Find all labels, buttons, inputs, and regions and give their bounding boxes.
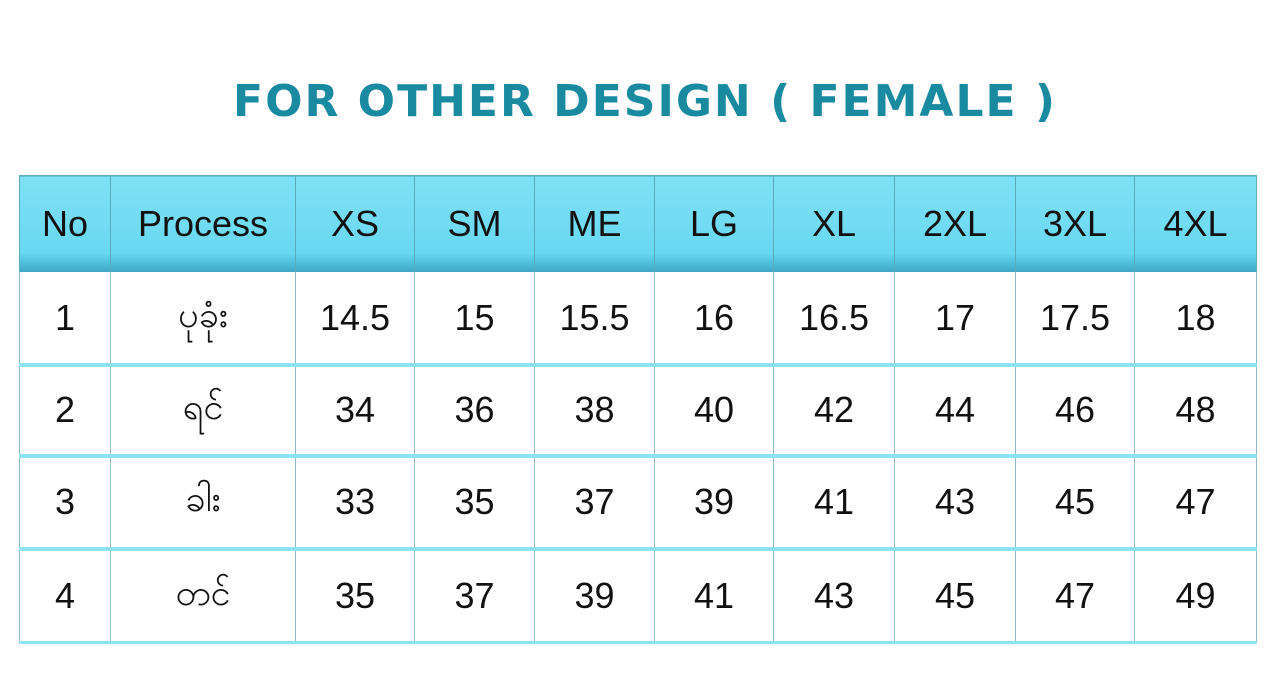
header-size-2xl: 2XL	[894, 175, 1016, 272]
size-value: 16	[654, 272, 774, 367]
row-number: 3	[19, 455, 111, 551]
size-value: 47	[1134, 455, 1257, 551]
row-number: 1	[19, 272, 111, 367]
size-value: 40	[654, 365, 774, 458]
page-title: FOR OTHER DESIGN ( FEMALE )	[233, 76, 1057, 127]
size-value: 15.5	[534, 272, 655, 367]
row-number: 2	[19, 365, 111, 458]
size-value: 42	[773, 365, 895, 458]
size-value: 18	[1134, 272, 1257, 367]
size-value: 33	[295, 455, 415, 551]
size-value: 46	[1015, 365, 1135, 458]
size-value: 43	[894, 455, 1016, 551]
size-chart-table: No Process XS SM ME LG XL 2XL 3XL 4XL 1 …	[19, 175, 1257, 644]
row-number: 4	[19, 548, 111, 644]
size-value: 16.5	[773, 272, 895, 367]
header-no: No	[19, 175, 111, 272]
size-value: 37	[414, 548, 535, 644]
size-value: 14.5	[295, 272, 415, 367]
size-value: 47	[1015, 548, 1135, 644]
size-value: 15	[414, 272, 535, 367]
size-value: 38	[534, 365, 655, 458]
table-row: 1 ပုခုံး 14.5 15 15.5 16 16.5 17 17.5 18	[19, 272, 1257, 367]
size-value: 48	[1134, 365, 1257, 458]
size-value: 37	[534, 455, 655, 551]
header-size-me: ME	[534, 175, 655, 272]
size-value: 36	[414, 365, 535, 458]
table-row: 2 ရင် 34 36 38 40 42 44 46 48	[19, 365, 1257, 458]
size-value: 49	[1134, 548, 1257, 644]
header-size-sm: SM	[414, 175, 535, 272]
header-size-4xl: 4XL	[1134, 175, 1257, 272]
header-size-3xl: 3XL	[1015, 175, 1135, 272]
size-value: 35	[414, 455, 535, 551]
header-process: Process	[110, 175, 296, 272]
size-value: 41	[773, 455, 895, 551]
size-value: 39	[534, 548, 655, 644]
size-value: 45	[1015, 455, 1135, 551]
size-value: 35	[295, 548, 415, 644]
header-size-xs: XS	[295, 175, 415, 272]
size-value: 34	[295, 365, 415, 458]
header-size-xl: XL	[773, 175, 895, 272]
table-row: 3 ခါး 33 35 37 39 41 43 45 47	[19, 455, 1257, 551]
table-row: 4 တင် 35 37 39 41 43 45 47 49	[19, 548, 1257, 644]
header-size-lg: LG	[654, 175, 774, 272]
size-value: 39	[654, 455, 774, 551]
process-name: ရင်	[110, 365, 296, 458]
header-row: No Process XS SM ME LG XL 2XL 3XL 4XL	[19, 175, 1257, 272]
process-name: ပုခုံး	[110, 272, 296, 367]
size-value: 17.5	[1015, 272, 1135, 367]
size-value: 43	[773, 548, 895, 644]
process-name: ခါး	[110, 455, 296, 551]
process-name: တင်	[110, 548, 296, 644]
size-value: 17	[894, 272, 1016, 367]
size-value: 44	[894, 365, 1016, 458]
size-value: 41	[654, 548, 774, 644]
size-value: 45	[894, 548, 1016, 644]
